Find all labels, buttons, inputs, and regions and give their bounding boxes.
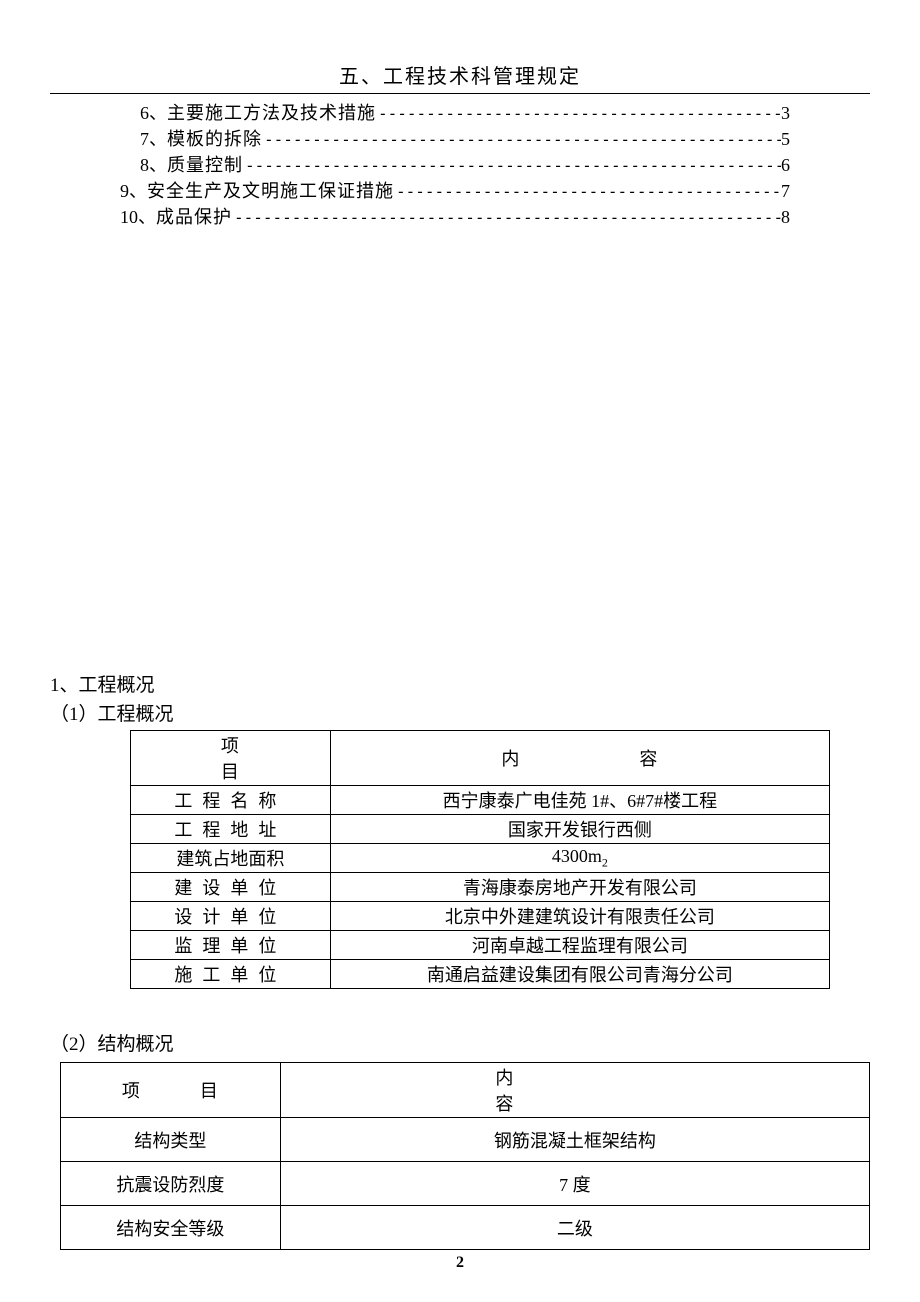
toc-page-number: 8 — [781, 204, 790, 230]
table-cell-label: 结构类型 — [61, 1118, 281, 1162]
structure-overview-table: 项目内容结构类型钢筋混凝土框架结构抗震设防烈度7 度结构安全等级二级 — [60, 1062, 870, 1250]
table-cell-label: 施工单位 — [131, 960, 331, 989]
table-cell-label: 建筑占地面积 — [131, 844, 331, 873]
table-cell-label: 设计单位 — [131, 902, 331, 931]
table-header-cell: 项目 — [61, 1063, 281, 1118]
project-overview-table: 项目内容工程名称西宁康泰广电佳苑 1#、6#7#楼工程工程地址国家开发银行西侧建… — [130, 730, 830, 989]
table-row: 建设单位青海康泰房地产开发有限公司 — [131, 873, 830, 902]
toc-row: 9、安全生产及文明施工保证措施 ------------------------… — [120, 178, 790, 204]
table-cell-value: 河南卓越工程监理有限公司 — [330, 931, 829, 960]
toc-label: 安全生产及文明施工保证措施 — [147, 178, 394, 204]
toc-page-number: 3 — [781, 100, 790, 126]
table-header-cell: 内容 — [330, 731, 829, 786]
toc-label: 主要施工方法及技术措施 — [167, 100, 376, 126]
table-cell-value: 4300m2 — [330, 844, 829, 873]
table-row: 施工单位南通启益建设集团有限公司青海分公司 — [131, 960, 830, 989]
table-cell-value: 二级 — [280, 1206, 869, 1250]
toc-number: 6、 — [140, 100, 167, 126]
table-cell-value: 西宁康泰广电佳苑 1#、6#7#楼工程 — [330, 786, 829, 815]
spacer — [50, 230, 870, 660]
table-cell-label: 监理单位 — [131, 931, 331, 960]
table-row: 建筑占地面积4300m2 — [131, 844, 830, 873]
table-cell-value: 南通启益建设集团有限公司青海分公司 — [330, 960, 829, 989]
table-row: 结构类型钢筋混凝土框架结构 — [61, 1118, 870, 1162]
toc-label: 成品保护 — [156, 204, 232, 230]
table-cell-label: 建设单位 — [131, 873, 331, 902]
section-1-heading: 1、工程概况 — [50, 670, 870, 697]
toc-row: 6、主要施工方法及技术措施 --------------------------… — [140, 100, 790, 126]
section-1-1-heading: （1）工程概况 — [50, 699, 870, 726]
toc-leader: ----------------------------------------… — [262, 128, 781, 151]
toc-row: 10、成品保护 --------------------------------… — [120, 204, 790, 230]
toc-row: 7、模板的拆除 --------------------------------… — [140, 126, 790, 152]
section-1-2-heading: （2）结构概况 — [50, 1029, 870, 1056]
table-cell-value: 北京中外建建筑设计有限责任公司 — [330, 902, 829, 931]
unit-subscript: 2 — [602, 856, 608, 870]
table-of-contents: 6、主要施工方法及技术措施 --------------------------… — [140, 100, 790, 230]
toc-number: 9、 — [120, 178, 147, 204]
spacer — [50, 989, 870, 1029]
table-row: 工程地址国家开发银行西侧 — [131, 815, 830, 844]
toc-number: 8、 — [140, 152, 167, 178]
toc-number: 10、 — [120, 204, 156, 230]
toc-number: 7、 — [140, 126, 167, 152]
table-row: 结构安全等级二级 — [61, 1206, 870, 1250]
table-cell-value: 钢筋混凝土框架结构 — [280, 1118, 869, 1162]
table-row: 抗震设防烈度7 度 — [61, 1162, 870, 1206]
toc-label: 模板的拆除 — [167, 126, 262, 152]
toc-page-number: 6 — [781, 152, 790, 178]
table-cell-value: 国家开发银行西侧 — [330, 815, 829, 844]
page-number: 2 — [0, 1254, 920, 1272]
table-cell-value: 7 度 — [280, 1162, 869, 1206]
table-cell-label: 工程地址 — [131, 815, 331, 844]
table-header-row: 项目内容 — [61, 1063, 870, 1118]
table-cell-label: 结构安全等级 — [61, 1206, 281, 1250]
document-page: 五、工程技术科管理规定 6、主要施工方法及技术措施 --------------… — [0, 0, 920, 1302]
table-cell-value: 青海康泰房地产开发有限公司 — [330, 873, 829, 902]
table-header-row: 项目内容 — [131, 731, 830, 786]
toc-leader: ----------------------------------------… — [394, 180, 781, 203]
table-row: 工程名称西宁康泰广电佳苑 1#、6#7#楼工程 — [131, 786, 830, 815]
table-header-cell: 项目 — [131, 731, 331, 786]
toc-leader: ----------------------------------------… — [376, 102, 781, 125]
toc-label: 质量控制 — [167, 152, 243, 178]
toc-leader: ----------------------------------------… — [232, 206, 781, 229]
toc-leader: ----------------------------------------… — [243, 154, 781, 177]
table-row: 设计单位北京中外建建筑设计有限责任公司 — [131, 902, 830, 931]
toc-row: 8、质量控制 ---------------------------------… — [140, 152, 790, 178]
toc-page-number: 7 — [781, 178, 790, 204]
table-row: 监理单位河南卓越工程监理有限公司 — [131, 931, 830, 960]
toc-page-number: 5 — [781, 126, 790, 152]
table-cell-label: 工程名称 — [131, 786, 331, 815]
table-cell-label: 抗震设防烈度 — [61, 1162, 281, 1206]
page-header-title: 五、工程技术科管理规定 — [50, 60, 870, 94]
table-header-cell: 内容 — [280, 1063, 869, 1118]
